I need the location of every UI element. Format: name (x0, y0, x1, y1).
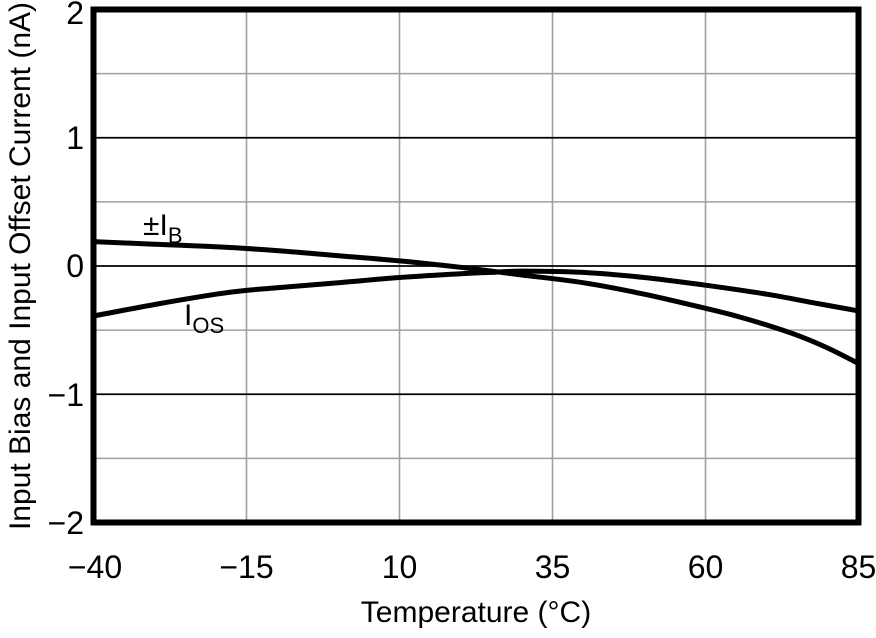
y-axis-tick-labels: 2 1 0 −1 −2 (48, 0, 84, 541)
curve-ib (93, 239, 860, 366)
gridlines-layer (93, 9, 859, 523)
x-tick-minus-15: −15 (219, 549, 273, 585)
x-axis-title: Temperature (°C) (361, 596, 591, 629)
axes-border (90, 6, 862, 526)
y-tick-minus-2: −2 (48, 505, 84, 541)
x-tick-60: 60 (688, 549, 724, 585)
curve-label-ib: ±IB (143, 209, 183, 248)
x-tick-35: 35 (535, 549, 571, 585)
curve-ios (93, 268, 859, 319)
y-tick-2: 2 (66, 0, 84, 31)
y-tick-minus-1: −1 (48, 377, 84, 413)
y-tick-0: 0 (66, 248, 84, 284)
y-axis-title: Input Bias and Input Offset Current (nA) (4, 2, 37, 530)
x-tick-85: 85 (841, 549, 876, 585)
x-tick-minus-40: −40 (68, 549, 122, 585)
curve-label-ios: IOS (184, 299, 224, 338)
curves-layer (93, 239, 860, 366)
curve-label-ib-main: ±I (143, 209, 168, 242)
plot-frame (90, 6, 862, 526)
y-tick-1: 1 (66, 120, 84, 156)
curve-label-ios-main: I (184, 299, 192, 332)
curve-label-ios-sub: OS (192, 313, 224, 338)
curve-label-ib-sub: B (168, 223, 183, 248)
x-axis-tick-labels: −40 −15 10 35 60 85 (68, 549, 876, 585)
x-tick-10: 10 (382, 549, 418, 585)
